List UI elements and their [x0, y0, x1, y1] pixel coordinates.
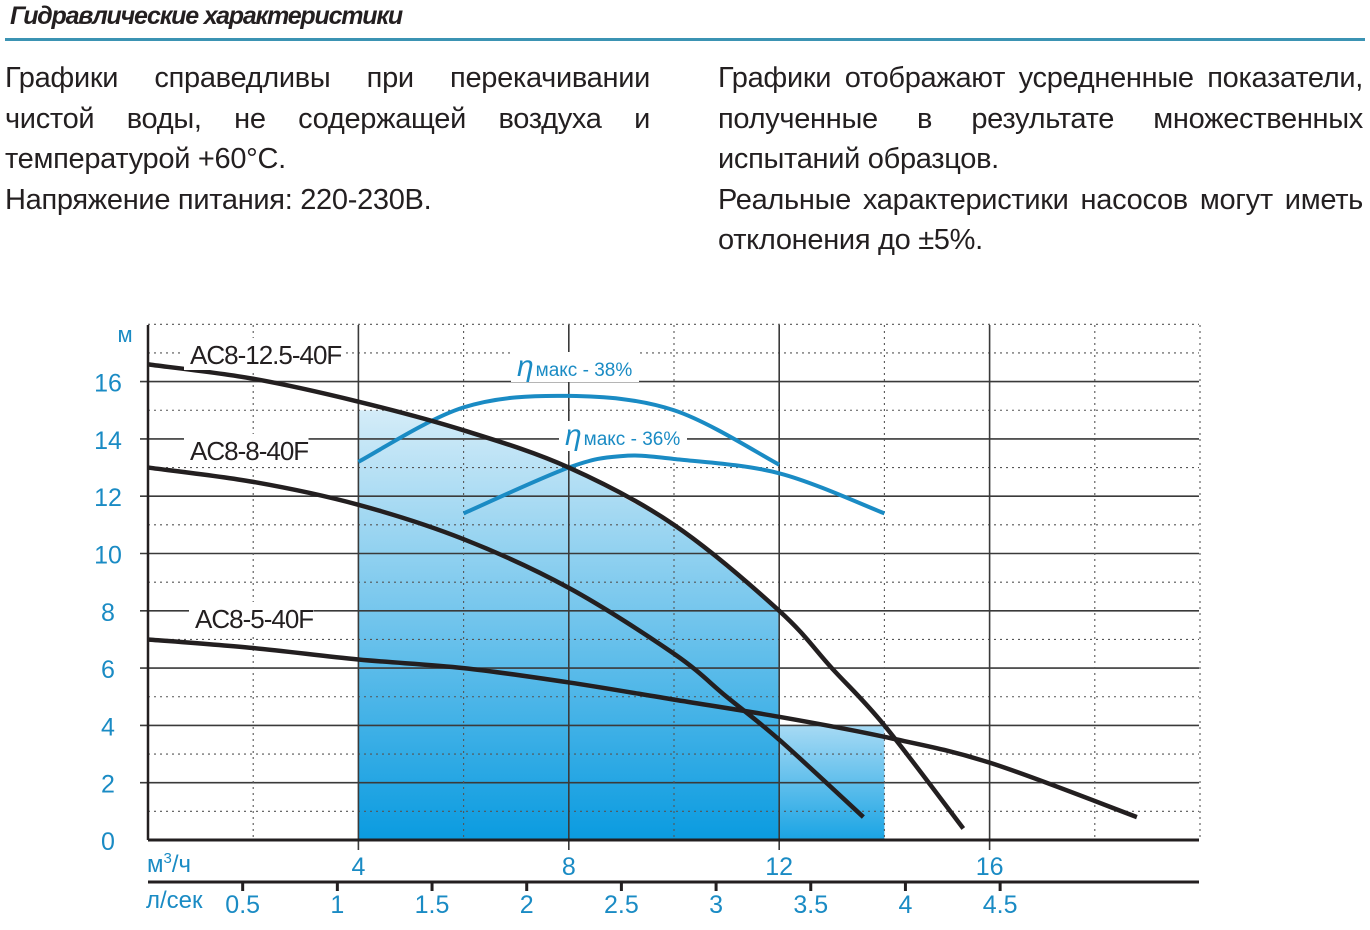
x-axis-unit: м3/ч: [147, 850, 191, 878]
x-tick-label: 12: [765, 853, 793, 881]
x2-tick-label: 3.5: [793, 891, 828, 919]
y-tick-label: 10: [94, 542, 122, 570]
y-tick-label: 0: [101, 828, 115, 856]
x2-tick-label: 3: [709, 891, 723, 919]
x2-tick-label: 4.5: [983, 891, 1018, 919]
y-tick-label: 4: [101, 713, 115, 741]
note-deviation: Реальные характеристики насосов могут им…: [718, 183, 1363, 257]
y-tick-label: 6: [101, 656, 115, 684]
pump-curves: [147, 362, 1138, 830]
notes-right: Графики отображают усредненные показател…: [718, 58, 1363, 261]
x2-tick-label: 1: [330, 891, 344, 919]
operating-range-shading: [358, 410, 885, 840]
efficiency-curve-38: [357, 393, 781, 467]
x2-tick-label: 2: [520, 891, 534, 919]
series-label-ac8-5-40f: AC8-5-40F: [195, 604, 313, 634]
y-tick-label: 16: [94, 370, 122, 398]
curve-ac8-12.5-40f: [147, 362, 966, 830]
note-voltage: Напряжение питания: 220-230В.: [5, 183, 432, 216]
series-label-ac8-8-40f: AC8-8-40F: [190, 436, 308, 466]
curve-ac8-8-40f: [147, 465, 865, 819]
efficiency-label-bg: [511, 352, 639, 382]
chart-grid: [140, 323, 1201, 891]
x-tick-label: 8: [562, 853, 576, 881]
efficiency-label-36: η макс - 36%: [565, 419, 680, 452]
efficiency-label-38: η макс - 38%: [517, 350, 632, 383]
x-tick-label: 16: [976, 853, 1004, 881]
y-tick-label: 8: [101, 599, 115, 627]
note-averaged: Графики отображают усредненные показател…: [718, 62, 1363, 175]
series-label-bg: [184, 434, 309, 466]
x2-axis-unit: л/сек: [146, 887, 203, 914]
page-title: Гидравлические характеристики: [10, 2, 403, 30]
y-axis-unit: м: [117, 322, 132, 347]
curve-ac8-5-40f: [147, 637, 1138, 820]
x2-tick-label: 2.5: [604, 891, 639, 919]
note-water-conditions: Графики справедливы при перекачивании чи…: [5, 62, 650, 175]
x2-tick-label: 1.5: [415, 891, 450, 919]
y-tick-label: 2: [101, 771, 115, 799]
series-label-bg: [189, 602, 314, 634]
x-tick-label: 4: [351, 853, 365, 881]
chart-labels: м 0 2 4 6 8 10 12 14 16 4 8 12 16 0.5 1 1.5 2 2.5 3 3.5 4 4.5 м…: [94, 322, 1017, 919]
efficiency-curve-36: [462, 453, 886, 516]
efficiency-label-bg: [559, 421, 687, 451]
x2-tick-label: 4: [898, 891, 912, 919]
y-tick-label: 12: [94, 484, 122, 512]
title-divider: [5, 38, 1365, 41]
series-label-ac8-12.5-40f: AC8-12.5-40F: [190, 340, 341, 370]
notes-left: Графики справедливы при перекачивании чи…: [5, 58, 650, 220]
x2-tick-label: 0.5: [225, 891, 260, 919]
series-label-bg: [184, 338, 346, 370]
y-tick-label: 14: [94, 427, 122, 455]
